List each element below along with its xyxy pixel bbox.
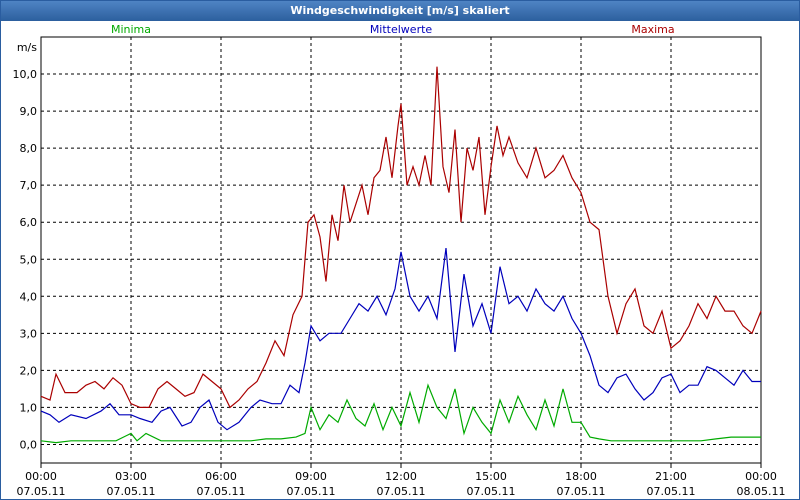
y-tick-label: 4,0 (20, 290, 38, 303)
x-tick-date: 08.05.11 (737, 485, 786, 498)
x-tick-date: 07.05.11 (467, 485, 516, 498)
series-line-mittelwerte (40, 248, 761, 431)
x-tick-time: 06:00 (205, 470, 237, 483)
legend-mittelwerte: Mittelwerte (370, 23, 433, 36)
legend-minima: Minima (111, 23, 151, 36)
y-tick-label: 0,0 (20, 438, 38, 451)
y-tick-label: 8,0 (20, 142, 38, 155)
x-tick-time: 15:00 (475, 470, 507, 483)
x-tick-date: 07.05.11 (17, 485, 66, 498)
series-line-minima (40, 383, 761, 444)
x-tick-time: 18:00 (565, 470, 597, 483)
y-axis-label: m/s (17, 41, 37, 54)
x-tick-time: 00:00 (745, 470, 777, 483)
y-tick-label: 7,0 (20, 179, 38, 192)
y-tick-label: 10,0 (13, 68, 38, 81)
y-tick-label: 6,0 (20, 216, 38, 229)
x-tick-time: 21:00 (655, 470, 687, 483)
y-tick-label: 2,0 (20, 364, 38, 377)
y-tick-label: 9,0 (20, 105, 38, 118)
x-tick-time: 03:00 (115, 470, 147, 483)
x-tick-time: 09:00 (295, 470, 327, 483)
window-title: Windgeschwindigkeit [m/s] skaliert (1, 1, 799, 21)
series-line-maxima (40, 66, 762, 409)
x-tick-date: 07.05.11 (287, 485, 336, 498)
x-tick-time: 12:00 (385, 470, 417, 483)
y-tick-label: 1,0 (20, 401, 38, 414)
x-tick-date: 07.05.11 (197, 485, 246, 498)
x-tick-time: 00:00 (25, 470, 57, 483)
x-tick-date: 07.05.11 (557, 485, 606, 498)
y-tick-label: 3,0 (20, 327, 38, 340)
legend-maxima: Maxima (631, 23, 674, 36)
x-tick-date: 07.05.11 (647, 485, 696, 498)
y-tick-label: 5,0 (20, 253, 38, 266)
x-tick-date: 07.05.11 (107, 485, 156, 498)
x-tick-date: 07.05.11 (377, 485, 426, 498)
